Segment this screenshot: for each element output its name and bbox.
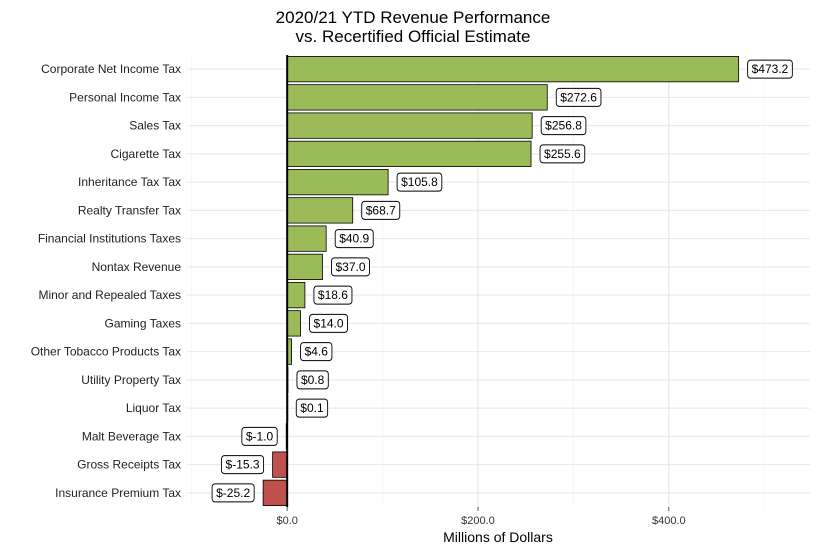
value-label: $68.7	[361, 200, 401, 220]
value-label-text: $0.1	[300, 401, 324, 415]
value-label: $0.1	[295, 398, 329, 418]
bar	[286, 56, 740, 83]
value-label-box	[539, 144, 586, 164]
category-labels-group: Corporate Net Income Tax Personal Income …	[31, 62, 182, 500]
value-label-text: $68.7	[366, 203, 396, 217]
value-label: $-15.3	[221, 455, 265, 475]
bar	[286, 140, 532, 167]
chart-title: 2020/21 YTD Revenue Performance	[276, 8, 551, 27]
category-label: Financial Institutions Taxes	[38, 232, 181, 246]
value-label-box	[331, 257, 370, 277]
value-label-box	[241, 426, 278, 446]
category-label: Gross Receipts Tax	[77, 458, 181, 472]
bar	[286, 112, 533, 139]
bar	[286, 197, 354, 224]
value-label: $473.2	[747, 59, 793, 79]
category-label: Minor and Repealed Taxes	[38, 288, 181, 302]
category-label: Other Tobacco Products Tax	[31, 345, 181, 359]
category-label: Cigarette Tax	[111, 147, 181, 161]
x-tick-labels-group: $0.0 $200.0 $400.0	[276, 507, 686, 527]
value-label: $105.8	[396, 172, 443, 192]
value-label: $37.0	[331, 257, 370, 277]
value-label-box	[313, 285, 353, 305]
value-label: $0.8	[296, 370, 329, 390]
category-label: Nontax Revenue	[92, 260, 182, 274]
x-tick-label: $400.0	[652, 515, 686, 527]
value-labels-group: $473.2 $272.6 $256.8 $255.6 $105.8 $68.7 $40.9…	[211, 59, 793, 503]
chart-subtitle: vs. Recertified Official Estimate	[296, 27, 531, 46]
x-axis-title: Millions of Dollars	[443, 529, 553, 545]
bar	[286, 253, 323, 280]
value-label: $14.0	[309, 313, 349, 333]
bar	[286, 225, 327, 252]
bar	[286, 169, 389, 196]
value-label: $40.9	[334, 229, 374, 249]
value-label-text: $105.8	[401, 175, 438, 189]
category-label: Insurance Premium Tax	[55, 486, 181, 500]
value-label-box	[295, 398, 329, 418]
value-label-text: $-25.2	[216, 486, 250, 500]
category-label: Realty Transfer Tax	[78, 203, 181, 217]
category-label: Inheritance Tax Tax	[78, 175, 181, 189]
value-label-text: $-1.0	[246, 429, 274, 443]
value-label-text: $37.0	[335, 260, 365, 274]
value-label-box	[300, 342, 333, 362]
bar	[286, 282, 306, 309]
value-label-text: $18.6	[318, 288, 348, 302]
category-label: Liquor Tax	[126, 401, 181, 415]
value-label: $272.6	[555, 87, 602, 107]
x-tick-label: $0.0	[276, 515, 297, 527]
value-label-box	[309, 313, 349, 333]
bar	[272, 451, 288, 478]
value-label-box	[747, 59, 793, 79]
value-label-text: $272.6	[560, 90, 597, 104]
value-label: $4.6	[300, 342, 333, 362]
bar	[286, 310, 301, 337]
category-label: Utility Property Tax	[81, 373, 181, 387]
category-label: Personal Income Tax	[69, 90, 181, 104]
category-label: Gaming Taxes	[105, 316, 181, 330]
value-label-text: $256.8	[545, 119, 582, 133]
bar	[262, 479, 288, 506]
value-label-box	[396, 172, 443, 192]
value-label-text: $255.6	[544, 147, 581, 161]
value-label-box	[221, 455, 265, 475]
value-label-text: $14.0	[314, 316, 344, 330]
value-label-text: $4.6	[305, 345, 329, 359]
value-label-text: $-15.3	[226, 458, 260, 472]
value-label-text: $0.8	[301, 373, 325, 387]
value-label-box	[334, 229, 374, 249]
bars-group	[262, 56, 740, 506]
value-label: $18.6	[313, 285, 353, 305]
value-label: $256.8	[540, 116, 587, 136]
value-label-text: $40.9	[339, 232, 369, 246]
value-label-box	[540, 116, 587, 136]
bar	[286, 84, 548, 111]
value-label-box	[296, 370, 329, 390]
value-label: $255.6	[539, 144, 586, 164]
category-label: Corporate Net Income Tax	[41, 62, 181, 76]
value-label-box	[211, 483, 255, 503]
category-label: Malt Beverage Tax	[82, 429, 181, 443]
category-label: Sales Tax	[129, 119, 181, 133]
value-label: $-25.2	[211, 483, 255, 503]
value-label: $-1.0	[241, 426, 278, 446]
value-label-box	[361, 200, 401, 220]
x-tick-label: $200.0	[461, 515, 495, 527]
value-label-text: $473.2	[752, 62, 789, 76]
value-label-box	[555, 87, 602, 107]
